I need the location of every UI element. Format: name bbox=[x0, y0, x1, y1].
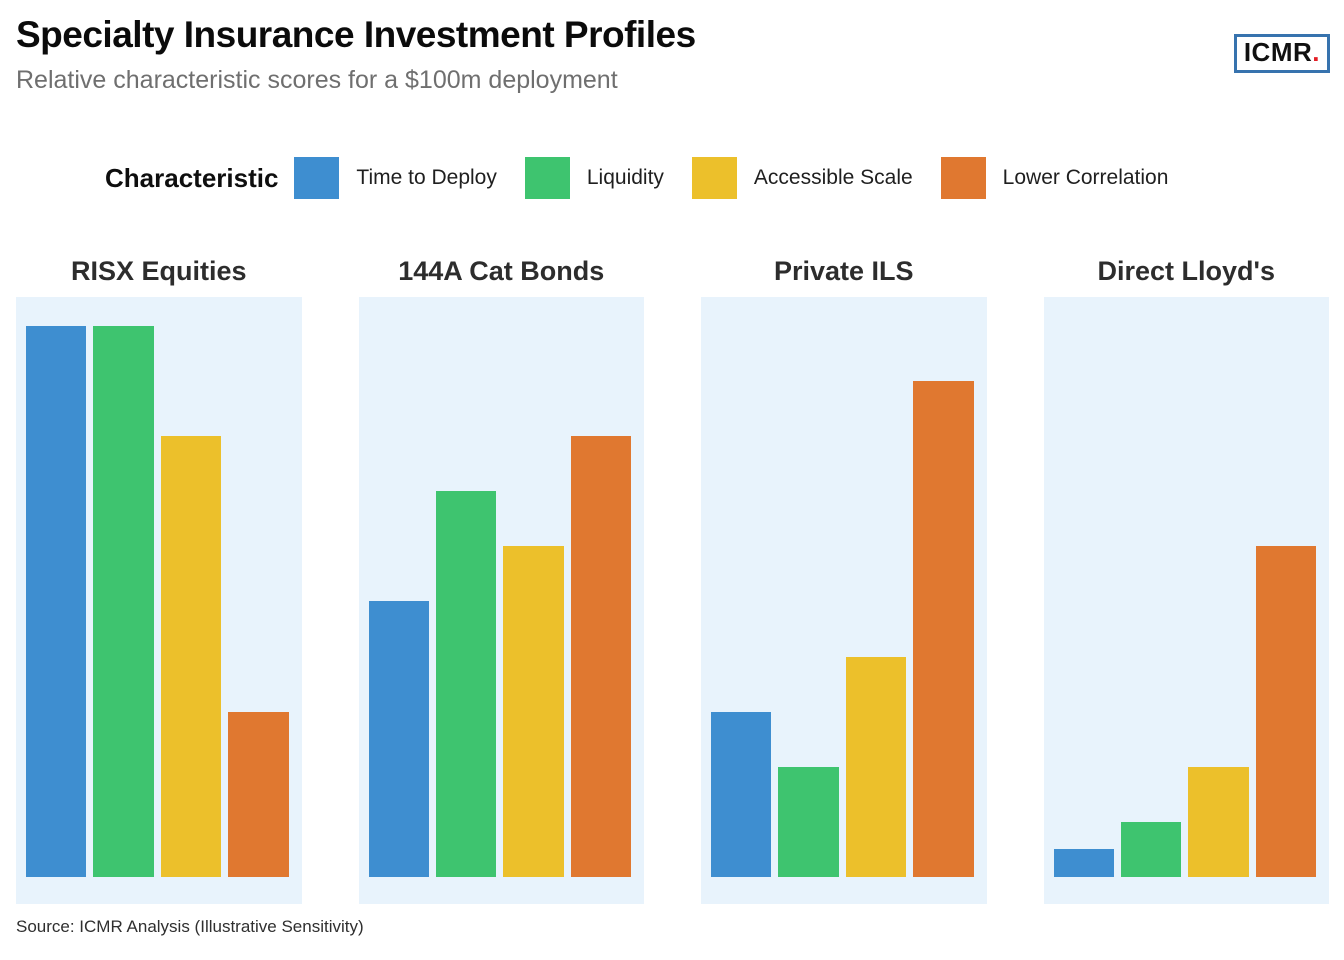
bar-lloyds-liquidity bbox=[1120, 822, 1182, 877]
legend-item-time-to-deploy: Time to Deploy bbox=[294, 157, 497, 199]
page-title: Specialty Insurance Investment Profiles bbox=[16, 14, 696, 55]
panel-plot-private-ils bbox=[701, 297, 987, 904]
panel-group-direct-lloyds: Direct Lloyd's bbox=[1043, 254, 1329, 904]
legend-item-lower-correlation: Lower Correlation bbox=[940, 157, 1169, 199]
bar-lloyds-lower-correlation bbox=[1255, 546, 1316, 877]
panel-plot-144a-cat-bonds bbox=[358, 297, 644, 904]
bar-risx-time-to-deploy bbox=[26, 326, 87, 877]
bar-private-ils-accessible-scale bbox=[845, 657, 907, 877]
panel-title-risx-equities: RISX Equities bbox=[70, 256, 247, 286]
panel-title-144a-cat-bonds: 144A Cat Bonds bbox=[398, 256, 605, 286]
legend-label: Time to Deploy bbox=[356, 166, 497, 189]
bar-144a-accessible-scale bbox=[503, 546, 564, 877]
bar-private-ils-liquidity bbox=[778, 767, 839, 877]
legend-title: Characteristic bbox=[105, 162, 279, 193]
panel-plot-direct-lloyds bbox=[1043, 297, 1329, 904]
header: Specialty Insurance Investment Profiles … bbox=[16, 12, 1330, 96]
icmr-logo-text: ICMR bbox=[1243, 37, 1313, 67]
page-subtitle: Relative characteristic scores for a $10… bbox=[16, 66, 618, 94]
bar-group bbox=[26, 326, 289, 877]
legend-item-accessible-scale: Accessible Scale bbox=[691, 157, 913, 199]
panel-group-private-ils: Private ILS bbox=[701, 254, 987, 904]
legend-label: Accessible Scale bbox=[753, 166, 913, 189]
bar-144a-liquidity bbox=[435, 491, 497, 877]
legend-label: Liquidity bbox=[586, 166, 664, 189]
bar-risx-accessible-scale bbox=[160, 436, 222, 877]
bar-private-ils-lower-correlation bbox=[913, 381, 974, 877]
panel-group-144a-cat-bonds: 144A Cat Bonds bbox=[358, 254, 644, 904]
legend: Characteristic Time to Deploy Liquidity … bbox=[105, 157, 1329, 199]
bar-group bbox=[368, 436, 631, 877]
panel-group-risx-equities: RISX Equities bbox=[16, 254, 302, 904]
bar-lloyds-time-to-deploy bbox=[1053, 849, 1114, 877]
bar-lloyds-accessible-scale bbox=[1188, 767, 1249, 877]
icmr-logo-dot: . bbox=[1312, 37, 1320, 67]
legend-swatch-lower-correlation bbox=[940, 157, 986, 199]
bar-risx-liquidity bbox=[93, 326, 154, 877]
bar-group bbox=[1053, 546, 1316, 877]
legend-item-liquidity: Liquidity bbox=[524, 157, 664, 199]
legend-swatch-liquidity bbox=[524, 157, 570, 199]
bar-144a-time-to-deploy bbox=[368, 601, 429, 877]
bar-144a-lower-correlation bbox=[570, 436, 631, 877]
panel-plot-risx-equities bbox=[16, 297, 302, 904]
panel-title-private-ils: Private ILS bbox=[773, 256, 914, 286]
bar-private-ils-time-to-deploy bbox=[711, 712, 772, 877]
source-note: Source: ICMR Analysis (Illustrative Sens… bbox=[16, 917, 364, 936]
icmr-logo: ICMR. bbox=[1233, 34, 1330, 73]
bar-group bbox=[711, 381, 974, 877]
legend-swatch-accessible-scale bbox=[691, 157, 737, 199]
legend-label: Lower Correlation bbox=[1002, 166, 1169, 189]
bar-risx-lower-correlation bbox=[228, 712, 289, 877]
charts-row: RISX Equities 144A Cat Bonds bbox=[16, 254, 1329, 904]
legend-swatch-time-to-deploy bbox=[294, 157, 340, 199]
panel-title-direct-lloyds: Direct Lloyd's bbox=[1097, 256, 1275, 286]
